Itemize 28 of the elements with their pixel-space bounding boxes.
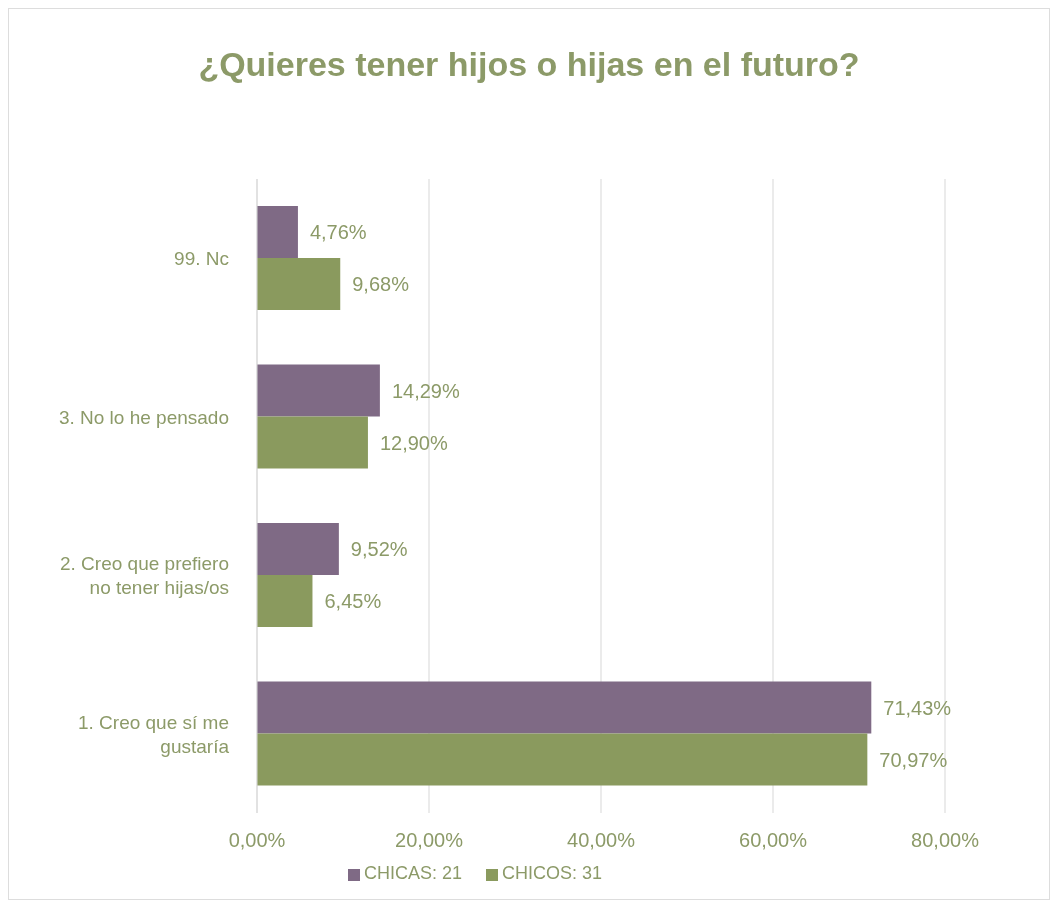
chart-title: ¿Quieres tener hijos o hijas en el futuro? — [197, 44, 861, 85]
x-tick-label: 80,00% — [911, 829, 980, 852]
y-tick-label: 3. No lo he pensado — [58, 406, 229, 428]
data-label: 6,45% — [324, 590, 382, 613]
bar — [257, 364, 380, 417]
x-tick-label: 20,00% — [395, 829, 464, 852]
legend-label: CHICAS: 21 — [363, 863, 462, 883]
y-tick-label: 99. Nc — [174, 247, 229, 269]
bar — [257, 733, 868, 786]
data-label: 9,68% — [352, 273, 410, 296]
data-label: 4,76% — [309, 221, 367, 244]
x-tick-label: 0,00% — [228, 829, 286, 852]
y-tick-label: 2. Creo que prefiero no tener hijas/os — [60, 552, 229, 598]
bar — [257, 574, 313, 627]
data-label: 14,29% — [391, 379, 460, 402]
x-tick-label: 40,00% — [567, 829, 636, 852]
x-tick-label: 60,00% — [739, 829, 808, 852]
data-label: 9,52% — [350, 538, 408, 561]
y-tick-label: 1. Creo que sí me gustaría — [77, 711, 230, 757]
data-label: 12,90% — [379, 431, 448, 454]
bar — [257, 416, 368, 469]
data-label: 71,43% — [883, 696, 952, 719]
legend-label: CHICOS: 31 — [502, 863, 603, 883]
bar — [257, 522, 339, 575]
bar — [257, 257, 341, 310]
bar — [257, 681, 872, 734]
data-label: 70,97% — [879, 748, 948, 771]
bar — [257, 205, 298, 258]
